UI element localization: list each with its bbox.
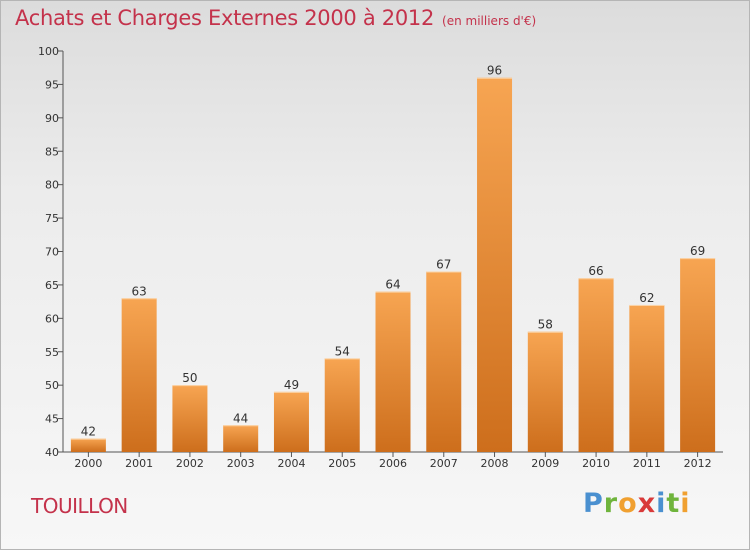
town-name: TOUILLON (31, 494, 128, 518)
bar (273, 391, 309, 452)
x-tick-label: 2012 (684, 457, 712, 470)
bar-value-label: 62 (639, 291, 654, 305)
y-tick-label: 65 (45, 279, 59, 292)
y-tick-label: 60 (45, 312, 59, 325)
bar-value-label: 67 (436, 258, 451, 272)
x-tick-label: 2008 (481, 457, 509, 470)
bar (578, 278, 614, 452)
y-tick-label: 100 (38, 45, 59, 58)
bar (629, 304, 665, 452)
bar-value-label: 44 (233, 411, 248, 425)
y-tick-label: 55 (45, 346, 59, 359)
bars (70, 77, 716, 452)
y-tick-label: 85 (45, 145, 59, 158)
x-tick-label: 2004 (277, 457, 305, 470)
bar (375, 291, 411, 452)
y-tick-label: 45 (45, 413, 59, 426)
chart-unit: (en milliers d'€) (442, 14, 537, 28)
y-tick-label: 50 (45, 379, 59, 392)
x-tick-label: 2010 (582, 457, 610, 470)
chart-title: Achats et Charges Externes 2000 à 2012 (e… (15, 6, 536, 30)
x-tick-label: 2002 (176, 457, 204, 470)
bar (172, 385, 208, 452)
x-tick-label: 2007 (430, 457, 458, 470)
bar (527, 331, 563, 452)
x-tick-label: 2000 (74, 457, 102, 470)
bar-value-label: 42 (81, 425, 96, 439)
chart-title-text: Achats et Charges Externes 2000 à 2012 (15, 6, 435, 30)
x-axis: 2000 2001 2002 2003 2004 2005 2006 2007 2008 2009… (63, 451, 723, 470)
bar (426, 271, 462, 452)
bar (324, 358, 360, 452)
x-tick-label: 2003 (227, 457, 255, 470)
bar-value-label: 64 (385, 278, 400, 292)
y-tick-label: 75 (45, 212, 59, 225)
bar (121, 298, 157, 452)
bar-value-label: 63 (132, 284, 147, 298)
bar-labels: 42 63 50 44 49 54 64 67 96 58 66 62 69 (81, 64, 706, 439)
bar-value-label: 50 (182, 371, 197, 385)
y-axis: 40 45 50 55 60 65 70 75 80 85 90 95 100 (38, 45, 64, 459)
bar-value-label: 49 (284, 378, 299, 392)
y-tick-label: 95 (45, 78, 59, 91)
x-tick-label: 2009 (531, 457, 559, 470)
x-tick-label: 2011 (633, 457, 661, 470)
y-tick-label: 40 (45, 446, 59, 459)
x-tick-label: 2006 (379, 457, 407, 470)
bar (70, 438, 106, 452)
x-tick-label: 2005 (328, 457, 356, 470)
bar (477, 77, 513, 452)
bar-value-label: 96 (487, 64, 502, 78)
y-tick-label: 90 (45, 112, 59, 125)
bar-value-label: 69 (690, 244, 705, 258)
bar-value-label: 54 (335, 344, 350, 358)
x-tick-label: 2001 (125, 457, 153, 470)
bar-value-label: 66 (588, 264, 603, 278)
y-tick-label: 80 (45, 179, 59, 192)
bar-value-label: 58 (538, 318, 553, 332)
proxiti-logo: Proxiti (583, 488, 691, 519)
bar (680, 258, 716, 452)
y-tick-label: 70 (45, 246, 59, 259)
bar (223, 425, 259, 452)
